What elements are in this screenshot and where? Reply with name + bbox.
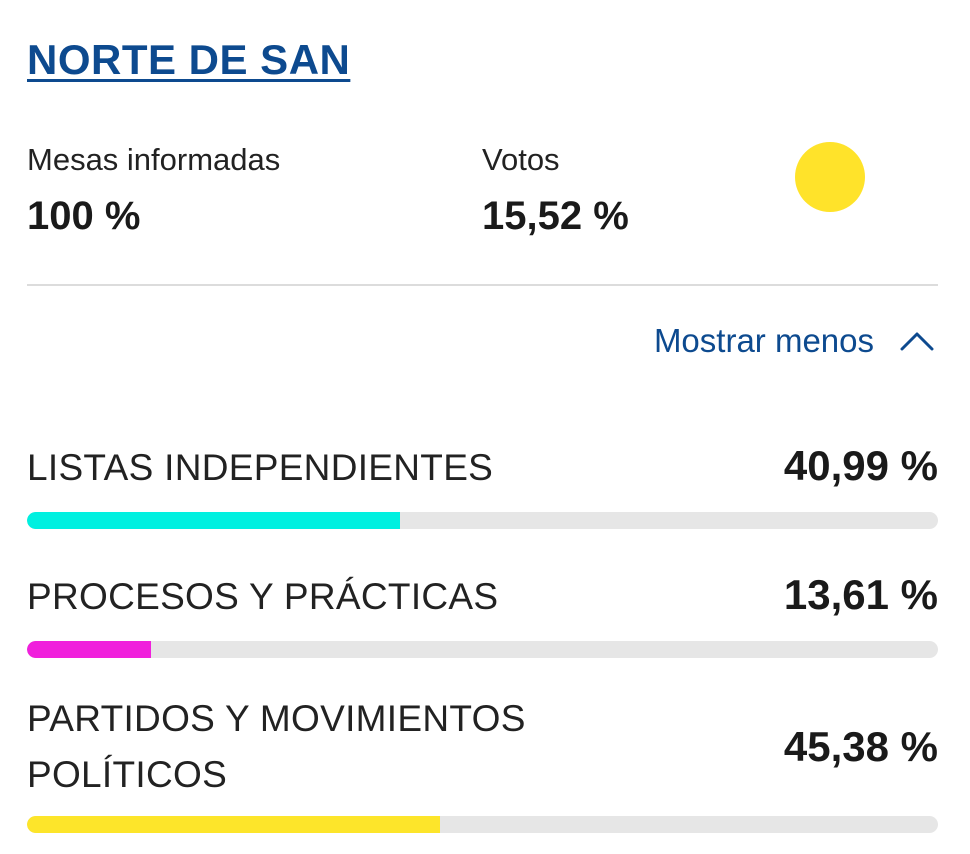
votos-stat: Votos 15,52 % [482,142,629,238]
result-name: LISTAS INDEPENDIENTES [27,447,494,488]
result-bar-fill [27,512,401,529]
mesas-label: Mesas informadas [27,142,281,177]
mesas-value: 100 % [27,194,141,238]
result-row: LISTAS INDEPENDIENTES 40,99 % [27,440,938,529]
party-color-dot [795,142,865,212]
result-row: PROCESOS Y PRÁCTICAS 13,61 % [27,569,938,658]
show-less-label: Mostrar menos [653,322,874,359]
chevron-up-icon [900,332,934,351]
mesas-stat: Mesas informadas 100 % [27,142,280,238]
result-bar-track [27,512,938,529]
result-percent: 13,61 % [783,571,938,618]
show-less-toggle[interactable]: Mostrar menos [654,322,934,360]
region-title-link[interactable]: NORTE DE SAN [27,36,351,83]
votos-value: 15,52 % [482,194,629,238]
result-bar-fill [27,816,441,833]
result-name: PARTIDOS Y MOVIMIENTOS POLÍTICOS [27,698,526,795]
result-percent: 45,38 % [783,723,938,770]
divider [27,284,938,286]
votos-label: Votos [482,142,560,177]
result-bar-track [27,641,938,658]
result-row: PARTIDOS Y MOVIMIENTOS POLÍTICOS 45,38 % [27,691,938,833]
result-bar-track [27,816,938,833]
result-name: PROCESOS Y PRÁCTICAS [27,576,499,617]
result-bar-fill [27,641,151,658]
result-percent: 40,99 % [783,442,938,489]
